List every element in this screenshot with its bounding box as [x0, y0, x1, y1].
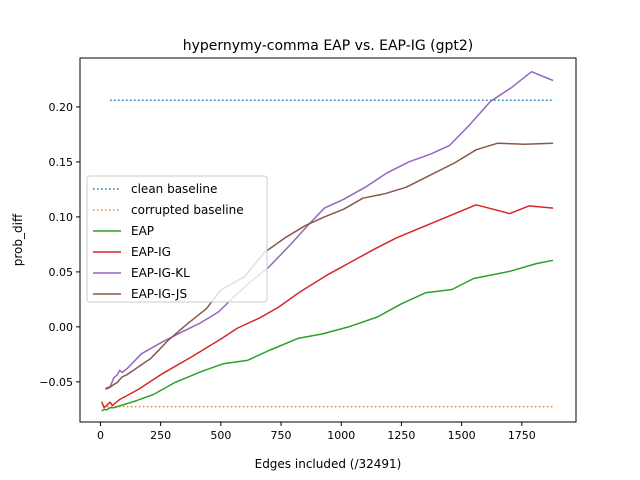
- chart-title: hypernymy-comma EAP vs. EAP-IG (gpt2): [183, 38, 474, 54]
- x-tick-label: 250: [150, 429, 171, 442]
- legend-label-eap-ig-js: EAP-IG-JS: [131, 287, 187, 301]
- legend-label-eap-ig: EAP-IG: [131, 245, 171, 259]
- series-line-eap: [101, 259, 554, 412]
- legend: clean baseline corrupted baseline EAP EAP-I…: [86, 175, 268, 303]
- legend-label-clean-baseline: clean baseline: [131, 182, 217, 196]
- y-tick-label: 0.05: [49, 266, 74, 279]
- y-tick-label: 0.20: [49, 101, 74, 114]
- legend-box: [86, 175, 268, 303]
- y-tick-label: 0.15: [49, 156, 74, 169]
- x-tick-label: 1750: [508, 429, 536, 442]
- plot-area: 0 250 500 750 1000 1250 1500 1750 −0.05 0.00 0.05 0…: [39, 70, 555, 442]
- x-tick-label: 1000: [327, 429, 355, 442]
- x-tick-label: 750: [271, 429, 292, 442]
- series-line-eap-ig: [101, 204, 554, 409]
- x-tick-label: 500: [210, 429, 231, 442]
- legend-label-eap: EAP: [131, 224, 154, 238]
- y-axis-label: prob_diff: [11, 213, 25, 266]
- axes-frame: [79, 57, 577, 423]
- x-tick-label: 1500: [448, 429, 476, 442]
- y-tick-label: 0.00: [49, 321, 74, 334]
- y-tick-label: −0.05: [39, 376, 73, 389]
- x-tick-label: 1250: [387, 429, 415, 442]
- y-tick-label: 0.10: [49, 211, 74, 224]
- x-axis-label: Edges included (/32491): [255, 457, 402, 471]
- x-tick-label: 0: [97, 429, 104, 442]
- legend-label-corrupted-baseline: corrupted baseline: [131, 203, 244, 217]
- legend-label-eap-ig-kl: EAP-IG-KL: [131, 266, 190, 280]
